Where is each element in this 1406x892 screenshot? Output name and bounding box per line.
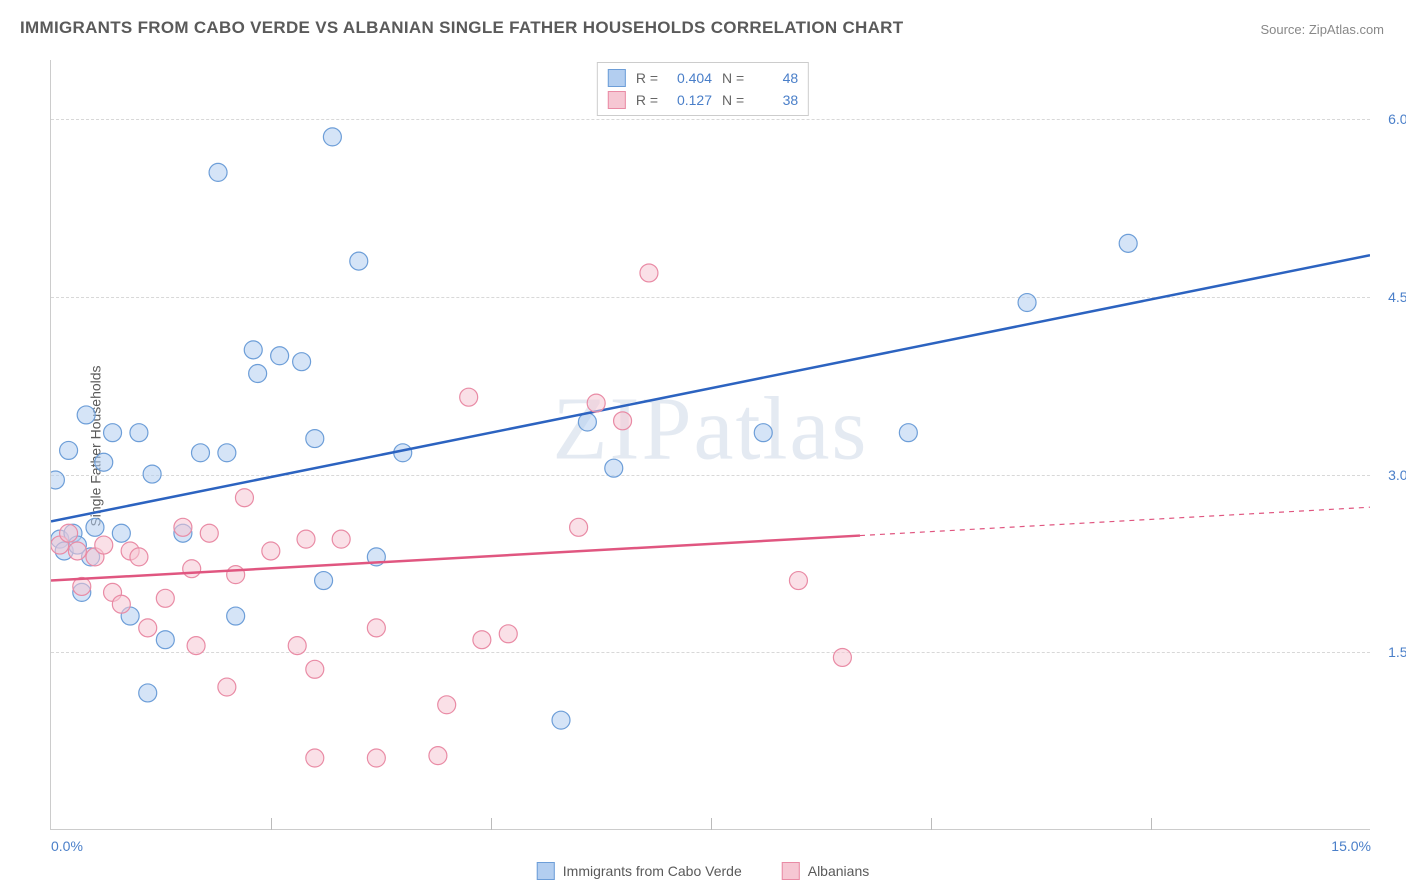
scatter-point [789,572,807,590]
regression-line-dashed [860,507,1370,535]
scatter-point [587,394,605,412]
scatter-point [156,631,174,649]
scatter-point [227,566,245,584]
scatter-point [156,589,174,607]
scatter-point [367,619,385,637]
scatter-point [429,747,447,765]
regression-line [51,255,1370,521]
scatter-point [297,530,315,548]
legend-swatch-pink [608,91,626,109]
legend-correlation: R = 0.404 N = 48 R = 0.127 N = 38 [597,62,809,116]
scatter-point [244,341,262,359]
scatter-point [293,353,311,371]
scatter-point [460,388,478,406]
scatter-point [60,441,78,459]
n-label: N = [722,92,744,108]
scatter-point [249,365,267,383]
source-label: Source: ZipAtlas.com [1260,22,1384,37]
scatter-point [51,471,64,489]
y-tick-label: 3.0% [1375,467,1406,483]
scatter-point [227,607,245,625]
scatter-point [754,424,772,442]
legend-swatch-blue [608,69,626,87]
legend-row-series1: R = 0.404 N = 48 [608,67,798,89]
scatter-point [143,465,161,483]
x-tick-label: 15.0% [1331,838,1371,854]
scatter-point [200,524,218,542]
scatter-point [552,711,570,729]
scatter-point [473,631,491,649]
scatter-point [578,413,596,431]
scatter-point [570,518,588,536]
scatter-point [899,424,917,442]
scatter-point [187,637,205,655]
scatter-point [640,264,658,282]
scatter-point [95,536,113,554]
plot-area: ZIPatlas 1.5%3.0%4.5%6.0%0.0%15.0% [50,60,1370,830]
n-label: N = [722,70,744,86]
scatter-point [104,424,122,442]
scatter-point [438,696,456,714]
legend-item-series1: Immigrants from Cabo Verde [537,862,742,880]
scatter-point [60,524,78,542]
scatter-point [174,518,192,536]
scatter-point [77,406,95,424]
scatter-point [1119,234,1137,252]
scatter-point [112,595,130,613]
legend-swatch-blue [537,862,555,880]
scatter-point [262,542,280,560]
scatter-point [218,444,236,462]
scatter-point [130,548,148,566]
legend-item-series2: Albanians [782,862,870,880]
scatter-point [209,163,227,181]
y-tick-label: 1.5% [1375,644,1406,660]
scatter-point [130,424,148,442]
scatter-point [95,453,113,471]
scatter-point [271,347,289,365]
scatter-point [218,678,236,696]
r-value-2: 0.127 [664,92,712,108]
scatter-point [350,252,368,270]
scatter-chart [51,60,1370,829]
legend-swatch-pink [782,862,800,880]
scatter-point [833,648,851,666]
legend-bottom: Immigrants from Cabo Verde Albanians [537,862,869,880]
scatter-point [68,542,86,560]
y-tick-label: 4.5% [1375,289,1406,305]
scatter-point [191,444,209,462]
scatter-point [86,518,104,536]
legend-label-1: Immigrants from Cabo Verde [563,863,742,879]
scatter-point [323,128,341,146]
n-value-2: 38 [750,92,798,108]
scatter-point [306,749,324,767]
scatter-point [139,619,157,637]
scatter-point [614,412,632,430]
legend-label-2: Albanians [808,863,870,879]
scatter-point [1018,294,1036,312]
scatter-point [235,489,253,507]
scatter-point [315,572,333,590]
regression-line [51,536,860,581]
y-tick-label: 6.0% [1375,111,1406,127]
chart-title: IMMIGRANTS FROM CABO VERDE VS ALBANIAN S… [20,18,903,38]
scatter-point [306,660,324,678]
r-label: R = [636,70,658,86]
scatter-point [183,560,201,578]
scatter-point [605,459,623,477]
scatter-point [499,625,517,643]
r-label: R = [636,92,658,108]
scatter-point [112,524,130,542]
n-value-1: 48 [750,70,798,86]
scatter-point [288,637,306,655]
r-value-1: 0.404 [664,70,712,86]
scatter-point [332,530,350,548]
legend-row-series2: R = 0.127 N = 38 [608,89,798,111]
scatter-point [139,684,157,702]
scatter-point [306,430,324,448]
scatter-point [367,749,385,767]
x-tick-label: 0.0% [51,838,83,854]
